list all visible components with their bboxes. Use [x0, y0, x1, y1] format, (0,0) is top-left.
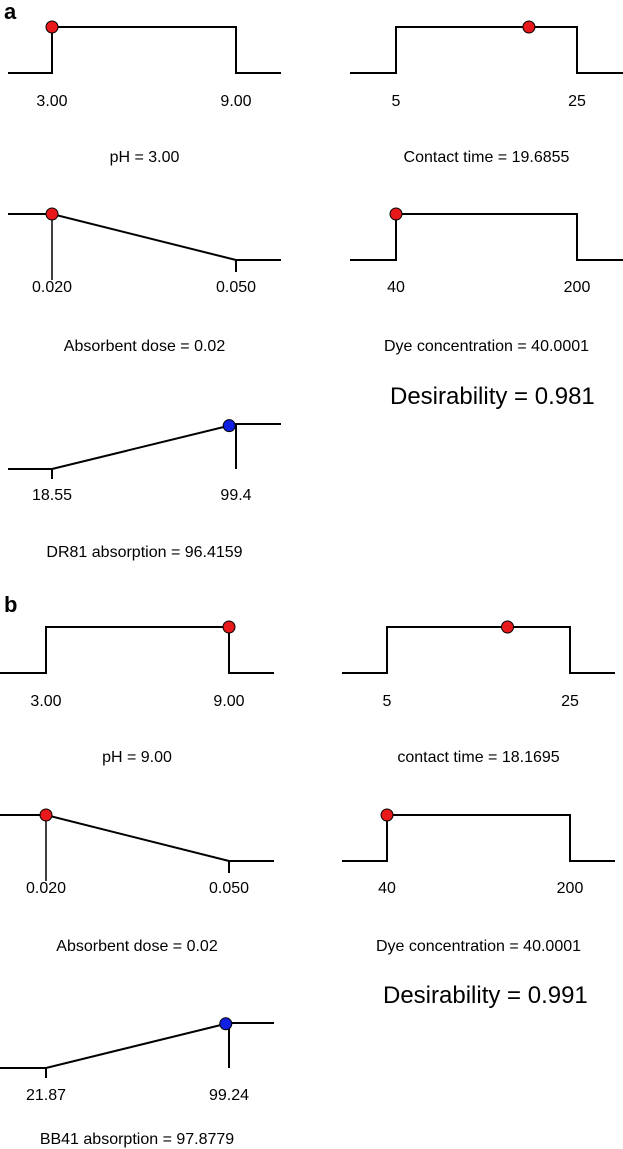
factor-label: contact time = 18.1695 [397, 749, 559, 766]
low-tick-label: 18.55 [32, 487, 72, 504]
setting-marker [522, 20, 536, 34]
panel-letter-b: b [4, 592, 17, 617]
low-tick-label: 21.87 [26, 1087, 66, 1104]
setting-marker [389, 207, 403, 221]
desirability-curve [0, 626, 274, 674]
desirability-curve [342, 814, 615, 862]
desirability-curve [8, 26, 281, 74]
low-tick-label: 5 [383, 693, 392, 710]
desirability-curve [342, 626, 615, 674]
high-tick-label: 99.24 [209, 1087, 249, 1104]
factor-label: DR81 absorption = 96.4159 [46, 544, 242, 561]
factor-label: Dye concentration = 40.0001 [376, 938, 581, 955]
factor-absorbent-dose-a: 0.020 0.050 Absorbent dose = 0.02 [8, 207, 281, 355]
desirability-b: Desirability = 0.991 [383, 982, 588, 1009]
factor-label: BB41 absorption = 97.8779 [40, 1131, 234, 1148]
high-tick-label: 200 [557, 880, 584, 897]
panel-letter-a: a [4, 0, 17, 24]
setting-marker [45, 207, 59, 221]
factor-absorption-b: 21.87 99.24 BB41 absorption = 97.8779 [0, 1017, 274, 1148]
setting-marker [380, 808, 394, 822]
high-tick-label: 25 [561, 693, 579, 710]
factor-label: pH = 3.00 [110, 149, 180, 166]
desirability-curve [350, 213, 623, 261]
factor-ph-a: 3.00 9.00 pH = 3.00 [8, 20, 281, 166]
high-tick-label: 99.4 [220, 487, 251, 504]
factor-label: Contact time = 19.6855 [404, 149, 570, 166]
setting-marker [39, 808, 53, 822]
desirability-a: Desirability = 0.981 [390, 383, 595, 410]
setting-marker [219, 1017, 233, 1031]
setting-marker [222, 419, 236, 433]
low-tick-label: 40 [378, 880, 396, 897]
factor-label: Dye concentration = 40.0001 [384, 338, 589, 355]
factor-contact-time-a: 5 25 Contact time = 19.6855 [350, 20, 623, 166]
high-tick-label: 200 [564, 279, 591, 296]
high-tick-label: 25 [568, 93, 586, 110]
desirability-curve [8, 213, 281, 261]
desirability-curve [0, 814, 274, 862]
factor-label: Absorbent dose = 0.02 [56, 938, 218, 955]
low-tick-label: 3.00 [30, 693, 61, 710]
high-tick-label: 9.00 [213, 693, 244, 710]
panel-b: 3.00 9.00 pH = 9.00 5 25 contact time = 18.16… [0, 620, 615, 1148]
factor-dye-concentration-a: 40 200 Dye concentration = 40.0001 [350, 207, 623, 355]
factor-label: pH = 9.00 [102, 749, 172, 766]
factor-absorption-a: 18.55 99.4 DR81 absorption = 96.4159 [8, 419, 281, 561]
factor-absorbent-dose-b: 0.020 0.050 Absorbent dose = 0.02 [0, 808, 274, 955]
low-tick-label: 0.020 [26, 880, 66, 897]
desirability-curve [0, 1022, 274, 1069]
factor-label: Absorbent dose = 0.02 [64, 338, 226, 355]
factor-ph-b: 3.00 9.00 pH = 9.00 [0, 620, 274, 766]
high-tick-label: 0.050 [216, 279, 256, 296]
high-tick-label: 9.00 [220, 93, 251, 110]
setting-marker [222, 620, 236, 634]
factor-contact-time-b: 5 25 contact time = 18.1695 [342, 620, 615, 766]
factor-dye-concentration-b: 40 200 Dye concentration = 40.0001 [342, 808, 615, 955]
desirability-curve [350, 26, 623, 74]
setting-marker [501, 620, 515, 634]
low-tick-label: 3.00 [36, 93, 67, 110]
low-tick-label: 0.020 [32, 279, 72, 296]
desirability-curve [8, 423, 281, 470]
setting-marker [45, 20, 59, 34]
low-tick-label: 5 [392, 93, 401, 110]
panel-a: 3.00 9.00 pH = 3.00 5 25 Contact time = 19.68… [8, 20, 623, 561]
low-tick-label: 40 [387, 279, 405, 296]
high-tick-label: 0.050 [209, 880, 249, 897]
